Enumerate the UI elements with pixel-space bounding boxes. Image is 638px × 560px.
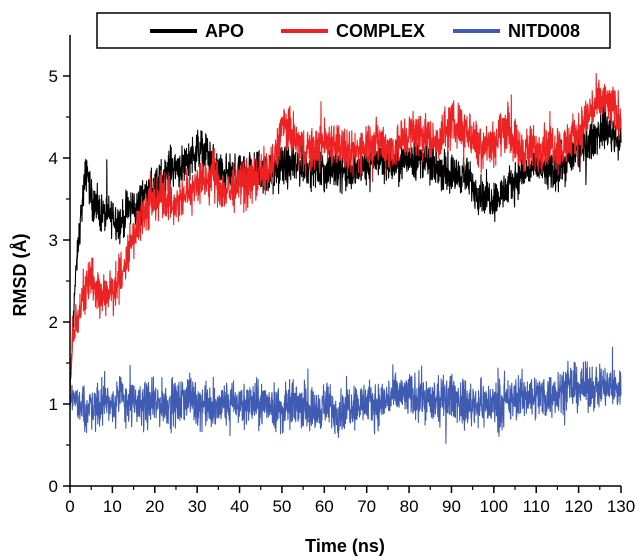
- x-tick-label: 120: [564, 497, 592, 516]
- legend-label-complex: COMPLEX: [336, 21, 425, 41]
- y-axis-title: RMSD (Å): [10, 234, 30, 317]
- y-tick-label: 2: [49, 313, 58, 332]
- axes-layer: 0 10 20 30 40 50 60 70 80 90 100 110 120 130 0 1 2 3 4 5: [49, 35, 635, 516]
- legend-label-nitd008: NITD008: [508, 21, 580, 41]
- y-tick-label: 0: [49, 477, 58, 496]
- legend-frame: [96, 12, 611, 49]
- x-tick-label: 90: [442, 497, 461, 516]
- x-tick-label: 100: [480, 497, 508, 516]
- legend: APO COMPLEX NITD008: [96, 12, 611, 49]
- x-tick-label: 20: [145, 497, 164, 516]
- x-tick-label: 110: [523, 497, 550, 516]
- y-tick-label: 3: [49, 231, 58, 250]
- legend-label-apo: APO: [205, 21, 244, 41]
- x-tick-label: 0: [65, 497, 74, 516]
- series-line-nitd008: [69, 346, 622, 444]
- x-tick-label: 80: [400, 497, 419, 516]
- x-tick-label: 50: [272, 497, 291, 516]
- x-tick-label: 60: [315, 497, 334, 516]
- y-tick-label: 4: [49, 149, 58, 168]
- x-axis-title: Time (ns): [305, 536, 385, 556]
- x-tick-label: 130: [607, 497, 635, 516]
- x-tick-label: 40: [230, 497, 249, 516]
- y-tick-label: 1: [49, 395, 58, 414]
- x-tick-label: 10: [103, 497, 122, 516]
- y-tick-label: 5: [49, 67, 58, 86]
- x-tick-label: 30: [188, 497, 207, 516]
- x-tick-label: 70: [357, 497, 376, 516]
- series-layer: [69, 72, 622, 444]
- series-line-complex: [69, 72, 622, 371]
